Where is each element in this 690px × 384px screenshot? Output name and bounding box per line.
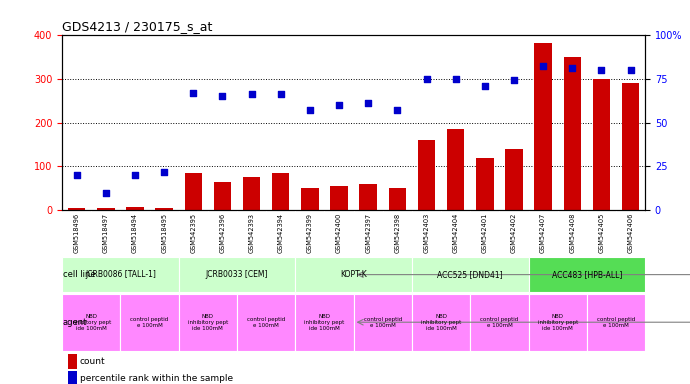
Bar: [62, 257, 179, 293]
Point: [188, 89, 199, 96]
Bar: [412, 294, 471, 351]
Point: [538, 63, 549, 69]
Bar: [295, 294, 353, 351]
Bar: [121, 294, 179, 351]
Text: control peptid
e 100mM: control peptid e 100mM: [130, 317, 168, 328]
Bar: [417, 140, 435, 210]
Point: [450, 76, 461, 82]
Text: ACC483 [HPB-ALL]: ACC483 [HPB-ALL]: [552, 270, 622, 279]
Text: control peptid
e 100mM: control peptid e 100mM: [364, 317, 402, 328]
Bar: [476, 158, 493, 210]
Text: GSM542403: GSM542403: [424, 213, 429, 253]
Point: [480, 83, 491, 89]
Bar: [412, 257, 529, 293]
Point: [392, 107, 403, 113]
Bar: [155, 208, 173, 210]
Text: GSM542406: GSM542406: [628, 213, 633, 253]
Bar: [564, 56, 581, 210]
Text: GSM542400: GSM542400: [336, 213, 342, 253]
Bar: [68, 371, 77, 384]
Bar: [593, 79, 610, 210]
Text: GSM542397: GSM542397: [365, 213, 371, 253]
Text: GDS4213 / 230175_s_at: GDS4213 / 230175_s_at: [62, 20, 213, 33]
Text: GSM542402: GSM542402: [511, 213, 517, 253]
Point: [566, 65, 578, 71]
Bar: [471, 294, 529, 351]
Text: GSM542407: GSM542407: [540, 213, 546, 253]
Point: [159, 169, 170, 175]
Text: control peptid
e 100mM: control peptid e 100mM: [597, 317, 635, 328]
Bar: [179, 257, 295, 293]
Text: agent: agent: [63, 318, 87, 327]
Text: NBD
inhibitory pept
ide 100mM: NBD inhibitory pept ide 100mM: [304, 314, 344, 331]
Text: percentile rank within the sample: percentile rank within the sample: [79, 374, 233, 383]
Text: GSM542408: GSM542408: [569, 213, 575, 253]
Point: [275, 91, 286, 98]
Bar: [68, 208, 86, 210]
Point: [509, 77, 520, 83]
Point: [421, 76, 432, 82]
Bar: [353, 294, 412, 351]
Point: [217, 93, 228, 99]
Bar: [68, 354, 77, 369]
Text: GSM542395: GSM542395: [190, 213, 196, 253]
Bar: [295, 257, 412, 293]
Bar: [62, 294, 121, 351]
Text: GSM518494: GSM518494: [132, 213, 138, 253]
Text: GSM542396: GSM542396: [219, 213, 226, 253]
Point: [625, 67, 636, 73]
Bar: [505, 149, 523, 210]
Point: [130, 172, 141, 178]
Point: [333, 102, 344, 108]
Text: control peptid
e 100mM: control peptid e 100mM: [480, 317, 518, 328]
Bar: [237, 294, 295, 351]
Text: GSM518497: GSM518497: [103, 213, 109, 253]
Text: NBD
inhibitory pept
ide 100mM: NBD inhibitory pept ide 100mM: [538, 314, 578, 331]
Point: [363, 100, 374, 106]
Point: [71, 172, 82, 178]
Bar: [447, 129, 464, 210]
Bar: [534, 43, 552, 210]
Text: GSM542394: GSM542394: [278, 213, 284, 253]
Text: NBD
inhibitory pept
ide 100mM: NBD inhibitory pept ide 100mM: [188, 314, 228, 331]
Text: GSM542398: GSM542398: [395, 213, 400, 253]
Bar: [97, 208, 115, 210]
Text: GSM542405: GSM542405: [598, 213, 604, 253]
Text: GSM518496: GSM518496: [74, 213, 79, 253]
Bar: [214, 182, 231, 210]
Text: GSM542404: GSM542404: [453, 213, 459, 253]
Text: GSM542399: GSM542399: [307, 213, 313, 253]
Bar: [243, 177, 260, 210]
Text: count: count: [79, 357, 105, 366]
Text: NBD
inhibitory pept
ide 100mM: NBD inhibitory pept ide 100mM: [71, 314, 111, 331]
Bar: [359, 184, 377, 210]
Text: GSM542401: GSM542401: [482, 213, 488, 253]
Bar: [126, 207, 144, 210]
Bar: [586, 294, 645, 351]
Bar: [529, 294, 586, 351]
Bar: [301, 189, 319, 210]
Text: cell line: cell line: [63, 270, 95, 279]
Point: [100, 190, 111, 196]
Bar: [184, 173, 202, 210]
Bar: [331, 186, 348, 210]
Point: [304, 107, 315, 113]
Bar: [388, 189, 406, 210]
Text: JCRB0086 [TALL-1]: JCRB0086 [TALL-1]: [85, 270, 156, 279]
Text: GSM518495: GSM518495: [161, 213, 167, 253]
Text: NBD
inhibitory pept
ide 100mM: NBD inhibitory pept ide 100mM: [421, 314, 461, 331]
Point: [246, 91, 257, 98]
Text: GSM542393: GSM542393: [248, 213, 255, 253]
Text: KOPT-K: KOPT-K: [340, 270, 367, 279]
Text: JCRB0033 [CEM]: JCRB0033 [CEM]: [206, 270, 268, 279]
Bar: [622, 83, 640, 210]
Bar: [272, 173, 290, 210]
Point: [596, 67, 607, 73]
Bar: [529, 257, 645, 293]
Bar: [179, 294, 237, 351]
Text: control peptid
e 100mM: control peptid e 100mM: [247, 317, 285, 328]
Text: ACC525 [DND41]: ACC525 [DND41]: [437, 270, 503, 279]
